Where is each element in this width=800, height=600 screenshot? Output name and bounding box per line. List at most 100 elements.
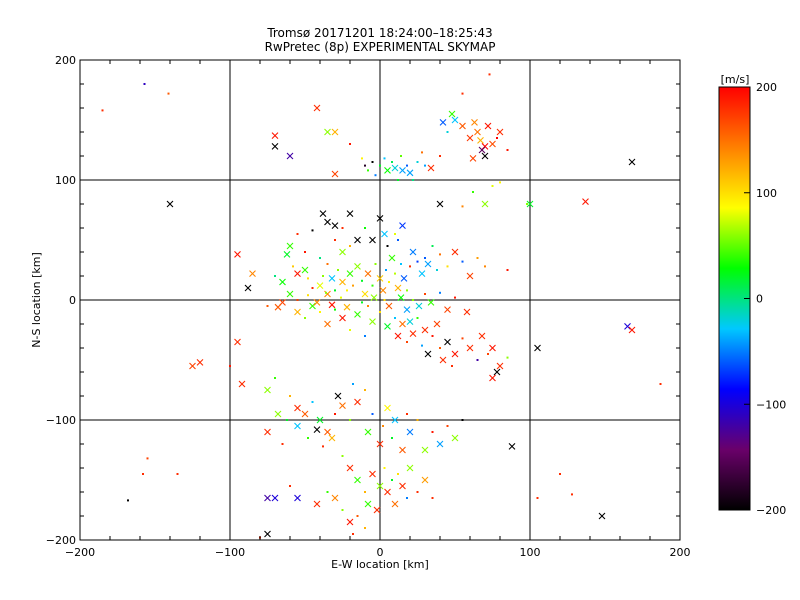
data-point-cross <box>534 344 541 352</box>
data-point-cross <box>334 392 342 400</box>
data-point-cross <box>388 254 396 262</box>
data-point-dot <box>397 473 399 475</box>
data-point-dot <box>334 413 336 415</box>
data-point-dot <box>127 499 129 502</box>
data-point-dot <box>559 473 561 475</box>
data-point-dot <box>322 445 324 448</box>
data-point-dot <box>319 311 321 313</box>
data-point-cross <box>481 152 489 160</box>
data-point-cross <box>376 215 384 222</box>
data-point-cross <box>391 416 399 424</box>
data-point-cross <box>466 344 474 352</box>
data-point-cross <box>463 308 471 316</box>
data-point-dot <box>281 443 284 445</box>
data-point-cross <box>451 116 459 124</box>
data-point-dot <box>361 157 363 160</box>
data-point-dot <box>307 294 309 297</box>
data-point-cross <box>496 128 504 136</box>
data-point-cross <box>384 404 391 412</box>
data-point-cross <box>403 306 411 313</box>
data-point-dot <box>412 299 414 301</box>
y-axis-label: N-S location [km] <box>30 252 43 348</box>
data-point-cross <box>274 410 282 418</box>
data-point-cross <box>271 132 279 139</box>
data-point-cross <box>346 518 354 526</box>
data-point-cross <box>424 260 432 268</box>
data-point-cross <box>493 368 501 376</box>
data-point-dot <box>361 279 363 282</box>
data-point-cross <box>324 128 331 136</box>
data-point-dot <box>367 169 369 172</box>
data-point-cross <box>384 323 391 330</box>
data-point-dot <box>371 161 374 163</box>
x-tick-label: 0 <box>377 546 384 559</box>
data-point-cross <box>439 119 447 126</box>
data-point-cross <box>385 302 393 310</box>
data-point-cross <box>331 494 339 502</box>
data-point-cross <box>427 164 435 172</box>
data-point-dot <box>454 296 456 299</box>
data-point-cross <box>286 152 294 160</box>
data-point-dot <box>289 485 291 487</box>
y-tick-label: 0 <box>69 294 76 307</box>
data-point-cross <box>474 128 481 136</box>
data-point-dot <box>409 265 411 268</box>
data-point-dot <box>374 174 377 177</box>
data-point-cross <box>189 362 196 370</box>
data-point-cross <box>376 275 384 282</box>
data-point-cross <box>249 270 256 277</box>
colorbar-tick-label: 100 <box>756 187 777 200</box>
data-point-cross <box>328 301 336 309</box>
data-point-cross <box>489 140 496 148</box>
data-point-cross <box>354 398 361 406</box>
data-point-dot <box>307 437 309 439</box>
data-point-dot <box>385 269 387 271</box>
data-point-dot <box>461 205 464 208</box>
data-point-cross <box>324 320 331 328</box>
data-point-cross <box>294 404 301 412</box>
data-point-cross <box>397 294 405 301</box>
data-point-cross <box>370 294 378 301</box>
data-point-dot <box>391 479 393 481</box>
data-point-cross <box>481 200 489 208</box>
data-point-cross <box>418 270 426 277</box>
data-point-dot <box>286 419 288 421</box>
data-point-cross <box>598 512 606 520</box>
data-point-dot <box>364 335 366 337</box>
data-point-cross <box>459 122 466 130</box>
data-point-cross <box>339 402 346 409</box>
data-point-cross <box>379 287 387 294</box>
data-point-dot <box>431 245 434 247</box>
data-point-cross <box>415 302 423 310</box>
y-tick-label: 100 <box>55 174 76 187</box>
data-point-cross <box>244 284 252 292</box>
chart-title: Tromsø 20171201 18:24:00–18:25:43 <box>266 26 492 40</box>
data-point-dot <box>349 329 351 331</box>
data-point-dot <box>487 353 489 355</box>
data-point-cross <box>384 488 391 496</box>
data-point-dot <box>461 92 464 95</box>
data-point-cross <box>478 332 486 340</box>
data-point-cross <box>376 482 384 490</box>
data-point-dot <box>416 317 419 319</box>
data-point-cross <box>166 200 174 208</box>
data-point-cross <box>234 338 241 346</box>
data-point-cross <box>364 270 372 277</box>
data-point-dot <box>496 137 498 139</box>
colorbar-label: [m/s] <box>721 73 750 86</box>
data-point-dot <box>424 257 426 259</box>
data-point-dot <box>364 164 366 167</box>
data-point-cross <box>339 314 346 322</box>
data-point-cross <box>313 299 321 306</box>
data-point-cross <box>406 464 414 472</box>
data-point-cross <box>238 380 246 388</box>
data-point-cross <box>364 428 372 436</box>
data-point-dot <box>325 291 327 294</box>
data-point-cross <box>313 500 321 508</box>
data-point-cross <box>484 122 492 130</box>
data-point-cross <box>394 332 402 340</box>
data-point-dot <box>571 493 573 496</box>
data-point-dot <box>439 291 441 294</box>
y-tick-label: −200 <box>46 534 76 547</box>
data-point-dot <box>346 289 348 292</box>
